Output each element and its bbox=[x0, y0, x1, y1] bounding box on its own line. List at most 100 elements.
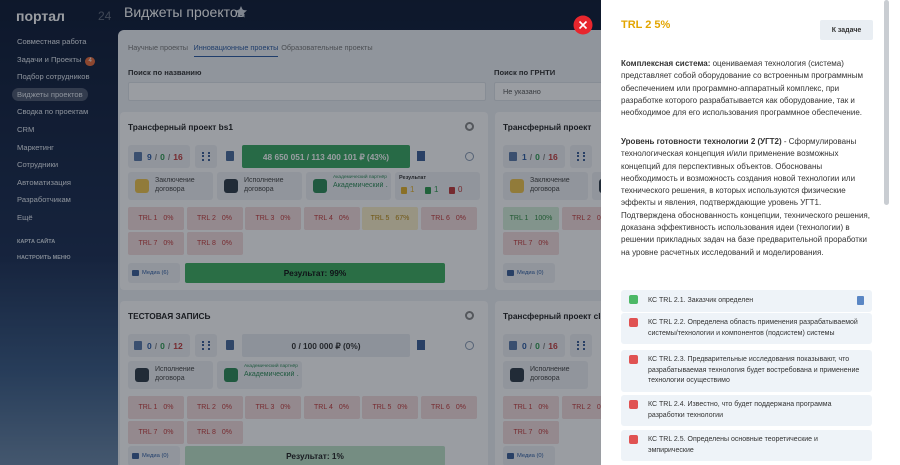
trl-cell[interactable]: TRL 2 0% bbox=[186, 207, 243, 230]
menu-item[interactable]: Автоматизация bbox=[12, 176, 76, 189]
media-box[interactable]: Медиа (0) bbox=[128, 446, 180, 465]
project-card[interactable]: Трансферный проект bs1 9/0/16 48 650 051 /… bbox=[120, 112, 488, 290]
stage-box[interactable]: Исполнение договора bbox=[128, 361, 213, 389]
menu-item[interactable]: Ещё bbox=[12, 211, 38, 224]
result-value: 1 bbox=[410, 185, 415, 194]
close-button[interactable] bbox=[573, 15, 593, 35]
trl-label: TRL 4 bbox=[314, 404, 333, 411]
trl-cell[interactable]: TRL 6 0% bbox=[420, 207, 477, 230]
media-box[interactable]: Медиа (0) bbox=[503, 263, 555, 283]
filter-input[interactable]: Не указано bbox=[494, 82, 601, 101]
sidebar-link[interactable]: КАРТА САЙТА bbox=[17, 239, 56, 245]
overlay[interactable] bbox=[0, 0, 601, 465]
menu-item[interactable]: Разработчикам bbox=[12, 193, 76, 206]
trl-value: 0% bbox=[338, 215, 349, 222]
check-item[interactable]: КС TRL 2.5. Определены основные теоретич… bbox=[621, 430, 872, 461]
media-box[interactable]: Медиа (6) bbox=[128, 263, 180, 283]
stage-box[interactable]: Академический партнёр Академический ... bbox=[217, 361, 302, 389]
org-icon bbox=[417, 151, 425, 161]
menu-item[interactable]: Маркетинг bbox=[12, 141, 59, 154]
check-text: КС TRL 2.1. Заказчик определен bbox=[648, 297, 754, 304]
stage-box[interactable]: Результат 1 1 0 bbox=[395, 172, 480, 200]
logo[interactable]: портал bbox=[16, 8, 65, 24]
menu-text: Подбор сотрудников bbox=[17, 72, 90, 82]
menu-item[interactable]: Сводка по проектам bbox=[12, 105, 93, 118]
tab[interactable]: Инновационные проекты bbox=[193, 43, 279, 57]
trl-cell[interactable]: TRL 4 0% bbox=[303, 207, 360, 230]
result-icon bbox=[449, 187, 455, 194]
trl-cell[interactable]: TRL 4 0% bbox=[303, 396, 360, 419]
trl-cell[interactable]: TRL 2 0% bbox=[561, 207, 601, 230]
media-text: Медиа (0) bbox=[517, 270, 544, 276]
menu-item[interactable]: Совместная работа bbox=[12, 35, 91, 48]
trl-label: TRL 5 bbox=[372, 404, 392, 411]
menu-text: Сотрудники bbox=[17, 160, 59, 170]
trl-value: 67% bbox=[395, 215, 410, 222]
trl-cell[interactable]: TRL 7 0% bbox=[503, 232, 559, 255]
trl-cell[interactable]: TRL 5 67% bbox=[362, 207, 418, 230]
menu-item[interactable]: Подбор сотрудников bbox=[12, 70, 94, 83]
tree-icon[interactable] bbox=[195, 334, 217, 357]
trl-cell[interactable]: TRL 8 0% bbox=[186, 232, 243, 255]
menu-item[interactable]: Задачи и Проекты 4 bbox=[12, 53, 100, 66]
scrollbar[interactable] bbox=[884, 0, 889, 205]
project-card[interactable]: Трансферный проект 1/0/16 Заключение догов… bbox=[495, 112, 601, 290]
sidebar-link[interactable]: НАСТРОИТЬ МЕНЮ bbox=[17, 255, 71, 261]
stage-box[interactable]: Заключение договора bbox=[128, 172, 213, 200]
trl-cell[interactable]: TRL 6 0% bbox=[420, 396, 477, 419]
tab[interactable]: Научные проекты bbox=[128, 43, 189, 52]
trl-cell[interactable]: TRL 2 0% bbox=[561, 396, 601, 419]
trl-cell[interactable]: TRL 5 0% bbox=[362, 396, 418, 419]
count: 9 bbox=[147, 151, 152, 162]
tree-icon[interactable] bbox=[570, 145, 592, 168]
menu-item[interactable]: Виджеты проектов bbox=[12, 87, 88, 101]
stage-box[interactable]: Исполнение договора bbox=[503, 361, 588, 389]
trl-cell[interactable]: TRL 1 100% bbox=[503, 207, 559, 230]
settings-icon[interactable] bbox=[465, 122, 474, 131]
trl-cell[interactable]: TRL 8 0% bbox=[186, 421, 243, 444]
check-item[interactable]: КС TRL 2.2. Определена область применени… bbox=[621, 313, 872, 344]
tree-icon[interactable] bbox=[195, 145, 217, 168]
stage-icon bbox=[135, 368, 149, 382]
trl-label: TRL 7 bbox=[138, 429, 158, 436]
stage-box[interactable]: Академический партнёр Академический ... bbox=[306, 172, 391, 200]
project-card[interactable]: Трансферный проект clo 0/0/16 Исполнение д… bbox=[495, 301, 601, 465]
menu-text: Виджеты проектов bbox=[17, 89, 83, 99]
menu-item[interactable]: CRM bbox=[12, 123, 39, 136]
trl-cell[interactable]: TRL 7 0% bbox=[128, 421, 184, 444]
favorite-star[interactable] bbox=[235, 6, 247, 18]
stage-box[interactable]: Исполнение договора bbox=[592, 172, 601, 200]
filter-input[interactable] bbox=[128, 82, 486, 101]
stage-box[interactable]: Заключение договора bbox=[503, 172, 588, 200]
filter-label: Поиск по названию bbox=[128, 68, 202, 77]
doc-icon[interactable] bbox=[857, 296, 864, 305]
trl-cell[interactable]: TRL 7 0% bbox=[503, 421, 559, 444]
trl-cell[interactable]: TRL 1 0% bbox=[128, 207, 184, 230]
stage-text: Исполнение договора bbox=[244, 177, 284, 193]
card-title: Трансферный проект bbox=[503, 122, 592, 132]
settings-icon[interactable] bbox=[465, 311, 474, 320]
check-item[interactable]: КС TRL 2.4. Известно, что будет поддержа… bbox=[621, 395, 872, 426]
stage-text: Заключение договора bbox=[530, 177, 570, 193]
project-card[interactable]: ТЕСТОВАЯ ЗАПИСЬ 0/0/12 0 / 100 000 ₽ (0%) И… bbox=[120, 301, 488, 465]
stage-box[interactable]: Исполнение договора bbox=[217, 172, 302, 200]
trl-cell[interactable]: TRL 1 0% bbox=[128, 396, 184, 419]
trl-value: 100% bbox=[534, 215, 553, 222]
trl-label: TRL 1 bbox=[138, 215, 158, 222]
trl-cell[interactable]: TRL 3 0% bbox=[245, 207, 301, 230]
menu-text: Сводка по проектам bbox=[17, 107, 89, 117]
media-box[interactable]: Медиа (0) bbox=[503, 446, 555, 465]
check-item[interactable]: КС TRL 2.3. Предварительные исследования… bbox=[621, 350, 872, 392]
tab[interactable]: Образовательные проекты bbox=[281, 43, 373, 52]
tree-icon[interactable] bbox=[570, 334, 592, 357]
counts-icon bbox=[134, 341, 142, 350]
trl-cell[interactable]: TRL 7 0% bbox=[128, 232, 184, 255]
description: Уровень готовности технологии 2 (УГТ2) -… bbox=[621, 136, 873, 259]
menu-item[interactable]: Сотрудники bbox=[12, 158, 63, 171]
description: Комплексная система: оцениваемая техноло… bbox=[621, 58, 873, 119]
check-item[interactable]: КС TRL 2.1. Заказчик определен bbox=[621, 290, 872, 312]
task-button[interactable]: К задаче bbox=[820, 20, 873, 40]
trl-cell[interactable]: TRL 3 0% bbox=[245, 396, 301, 419]
trl-cell[interactable]: TRL 2 0% bbox=[186, 396, 243, 419]
trl-cell[interactable]: TRL 1 0% bbox=[503, 396, 559, 419]
